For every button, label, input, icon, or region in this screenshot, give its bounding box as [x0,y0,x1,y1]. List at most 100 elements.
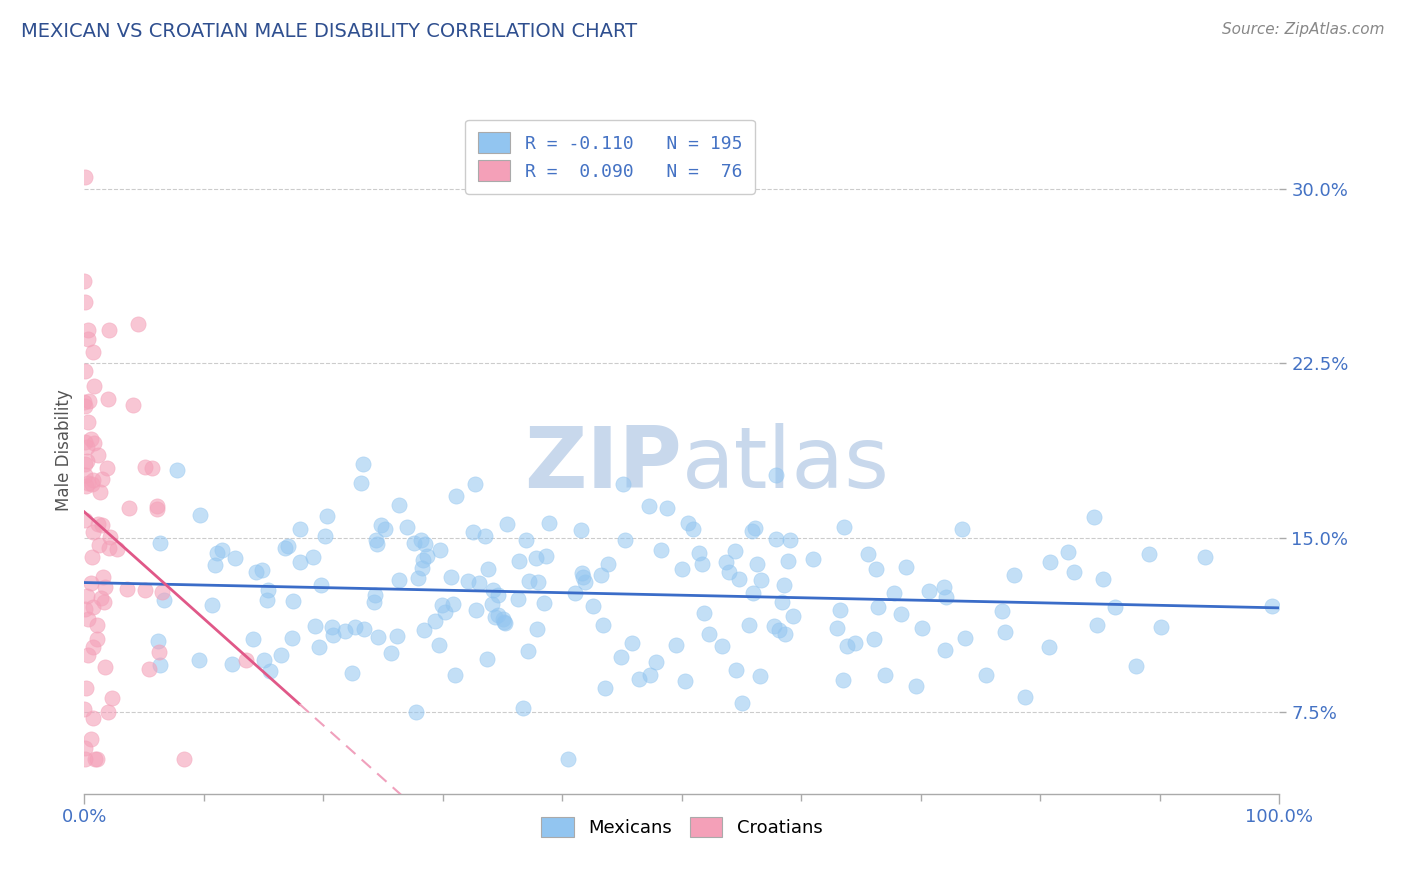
Point [710,639,733,653]
Point [533,596,555,610]
Point [97,541,120,555]
Point [82,473,104,487]
Point [482,582,505,597]
Point [609,649,631,664]
Point [620,636,643,650]
Point [201,598,224,612]
Point [463,525,485,540]
Point [441,597,464,611]
Point [1014,690,1036,704]
Point [304,618,326,632]
Point [465,603,488,617]
Point [259,664,281,678]
Point [484,610,506,624]
Point [727,572,749,586]
Point [281,594,304,608]
Point [93,580,115,594]
Point [612,476,634,491]
Point [1150,620,1173,634]
Point [97,323,120,337]
Point [146,634,169,648]
Point [353,622,375,636]
Point [650,543,672,558]
Point [1194,550,1216,565]
Point [82,640,104,654]
Point [77,415,100,429]
Point [723,544,745,558]
Point [73,512,96,526]
Point [866,599,889,614]
Text: MEXICAN VS CROATIAN MALE DISABILITY CORRELATION CHART: MEXICAN VS CROATIAN MALE DISABILITY CORR… [21,22,637,41]
Point [1083,510,1105,524]
Point [76,589,98,603]
Point [768,623,790,637]
Text: ZIP: ZIP [524,423,682,506]
Point [911,621,934,635]
Point [477,562,499,576]
Point [865,562,887,576]
Point [98,530,121,544]
Point [322,627,344,641]
Point [716,555,738,569]
Point [413,623,436,637]
Point [366,533,388,547]
Point [77,476,100,491]
Point [138,662,160,676]
Point [932,580,955,594]
Point [314,529,336,543]
Point [742,586,765,600]
Point [486,589,509,603]
Point [75,741,97,756]
Point [79,575,101,590]
Point [301,550,323,565]
Point [141,461,163,475]
Point [242,632,264,647]
Point [765,468,787,483]
Point [105,542,128,557]
Point [321,619,343,633]
Point [934,643,956,657]
Point [770,594,793,608]
Point [415,549,437,563]
Point [773,627,796,641]
Point [281,631,304,645]
Point [73,701,96,715]
Point [582,599,605,613]
Point [149,658,172,673]
Point [152,593,174,607]
Point [146,501,169,516]
Point [87,448,110,462]
Point [224,550,246,565]
Point [273,541,295,555]
Point [749,574,772,588]
Point [235,653,257,667]
Point [73,295,96,310]
Point [638,500,661,514]
Point [564,585,586,599]
Point [316,508,339,523]
Point [697,626,720,640]
Point [411,561,433,575]
Point [75,434,97,449]
Point [772,578,794,592]
Point [665,638,688,652]
Point [481,597,503,611]
Point [835,639,858,653]
Point [97,705,120,719]
Point [211,543,233,558]
Point [974,668,997,682]
Point [73,363,96,377]
Point [80,550,103,565]
Point [96,461,118,475]
Point [693,606,716,620]
Point [253,652,276,666]
Point [429,543,451,558]
Point [150,585,173,599]
Point [724,663,747,677]
Point [387,629,409,643]
Point [87,517,110,532]
Point [84,752,107,766]
Point [534,549,557,564]
Y-axis label: Male Disability: Male Disability [55,390,73,511]
Point [1039,556,1062,570]
